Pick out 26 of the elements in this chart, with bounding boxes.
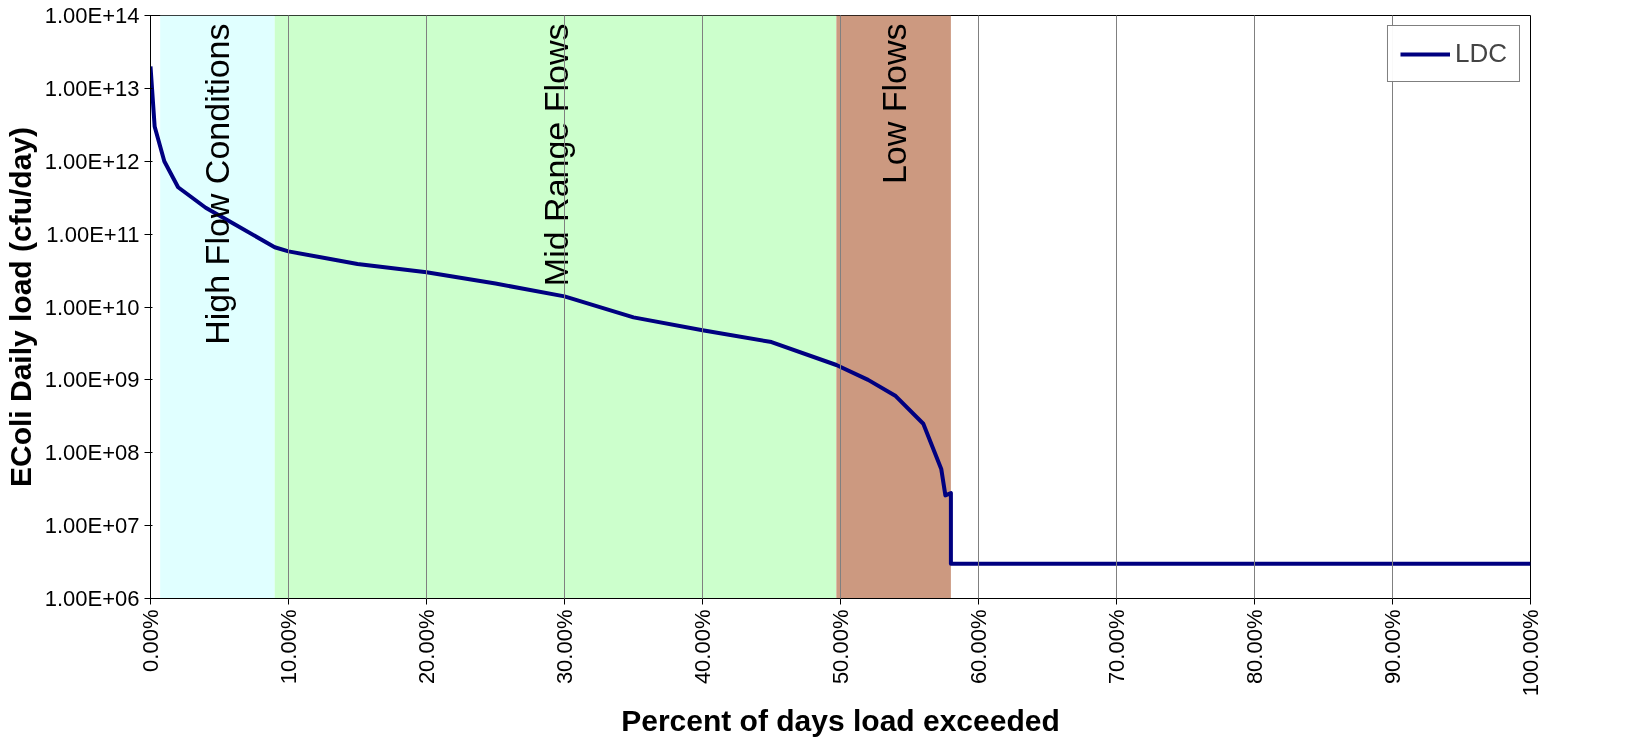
y-axis-title: EColi Daily load (cfu/day) <box>3 126 37 488</box>
band-label: Mid Range Flows <box>536 23 575 287</box>
x-tick-label: 60.00% <box>966 609 991 685</box>
y-tick-label: 1.00E+13 <box>44 75 140 101</box>
x-tick-label: 50.00% <box>828 609 853 685</box>
x-tick-label: 20.00% <box>414 609 439 685</box>
y-tick-label: 1.00E+09 <box>44 367 140 393</box>
x-tick-label: 90.00% <box>1380 609 1405 685</box>
y-tick-label: 1.00E+07 <box>44 513 140 539</box>
y-tick-label: 1.00E+10 <box>44 294 140 320</box>
y-tick-label: 1.00E+11 <box>46 221 140 247</box>
x-tick-label: 10.00% <box>276 609 301 685</box>
y-tick-label: 1.00E+08 <box>44 440 140 466</box>
legend-label: LDC <box>1454 38 1507 69</box>
x-axis-title: Percent of days load exceeded <box>621 704 1060 738</box>
x-tick-label: 0.00% <box>138 609 163 672</box>
y-tick-label: 1.00E+12 <box>44 148 140 174</box>
y-tick-label: 1.00E+06 <box>44 586 140 611</box>
band-label: High Flow Conditions <box>198 23 237 345</box>
band-label: Low Flows <box>874 23 913 185</box>
y-tick-label: 1.00E+14 <box>44 3 140 28</box>
x-tick-label: 100.00% <box>1518 609 1543 697</box>
x-tick-label: 30.00% <box>552 609 577 685</box>
x-tick-label: 70.00% <box>1104 609 1129 685</box>
x-tick-label: 80.00% <box>1242 609 1267 685</box>
x-tick-label: 40.00% <box>690 609 715 685</box>
